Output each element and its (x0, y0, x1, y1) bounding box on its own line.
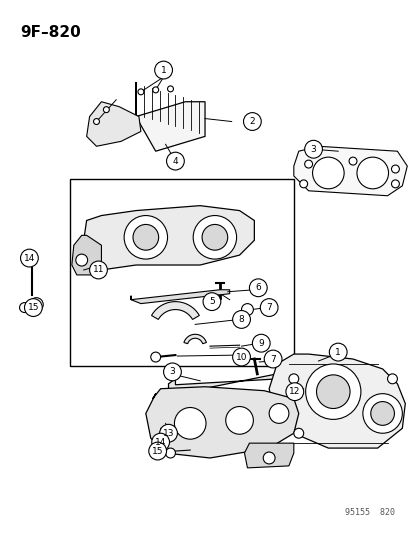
Circle shape (32, 301, 40, 309)
Circle shape (260, 298, 278, 317)
Circle shape (150, 352, 160, 362)
Circle shape (167, 86, 173, 92)
Circle shape (152, 433, 169, 451)
Circle shape (138, 89, 143, 95)
Circle shape (316, 375, 349, 408)
Circle shape (299, 180, 307, 188)
Circle shape (93, 118, 99, 125)
Circle shape (202, 224, 227, 250)
Text: 4: 4 (172, 157, 178, 166)
Circle shape (241, 304, 253, 316)
Circle shape (263, 350, 281, 368)
Circle shape (268, 403, 288, 423)
Text: 8: 8 (238, 315, 244, 324)
Circle shape (293, 429, 303, 438)
Polygon shape (83, 206, 254, 270)
Circle shape (391, 165, 399, 173)
Circle shape (304, 140, 322, 158)
Polygon shape (244, 443, 293, 468)
Text: 6: 6 (255, 283, 261, 292)
Text: 95155  820: 95155 820 (344, 508, 394, 518)
Text: 15: 15 (28, 303, 39, 312)
Text: 14: 14 (154, 438, 166, 447)
Circle shape (252, 334, 270, 352)
Text: 15: 15 (152, 447, 163, 456)
Circle shape (148, 442, 166, 460)
Circle shape (29, 297, 43, 311)
Text: 9F–820: 9F–820 (21, 25, 81, 39)
Polygon shape (145, 387, 298, 458)
Circle shape (24, 298, 42, 317)
Circle shape (304, 160, 312, 168)
Polygon shape (183, 334, 206, 344)
Polygon shape (268, 354, 404, 448)
Text: 2: 2 (249, 117, 254, 126)
Circle shape (288, 374, 298, 384)
Text: 1: 1 (160, 66, 166, 75)
Circle shape (202, 293, 220, 311)
Text: 13: 13 (162, 429, 174, 438)
Circle shape (232, 348, 250, 366)
Circle shape (163, 363, 181, 381)
Circle shape (166, 152, 184, 170)
Polygon shape (135, 82, 204, 151)
Circle shape (348, 157, 356, 165)
Circle shape (154, 61, 172, 79)
Circle shape (305, 364, 360, 419)
Bar (70, 179, 293, 366)
Polygon shape (151, 302, 199, 319)
Polygon shape (293, 146, 406, 196)
Polygon shape (72, 236, 101, 275)
Circle shape (76, 254, 88, 266)
Polygon shape (168, 369, 283, 394)
Circle shape (103, 107, 109, 112)
Text: 1: 1 (335, 348, 340, 357)
Text: 10: 10 (235, 352, 247, 361)
Circle shape (370, 401, 394, 425)
Text: 5: 5 (209, 297, 214, 306)
Circle shape (133, 224, 158, 250)
Text: 11: 11 (93, 265, 104, 274)
Circle shape (391, 180, 399, 188)
Circle shape (174, 408, 206, 439)
Circle shape (328, 343, 346, 361)
Circle shape (243, 112, 261, 131)
Circle shape (263, 452, 274, 464)
Circle shape (193, 215, 236, 259)
Text: 14: 14 (24, 254, 35, 263)
Text: 3: 3 (169, 367, 175, 376)
Circle shape (232, 311, 250, 328)
Text: 3: 3 (310, 145, 316, 154)
Polygon shape (86, 102, 140, 146)
Text: 9: 9 (258, 338, 263, 348)
Circle shape (387, 374, 396, 384)
Circle shape (225, 407, 253, 434)
Text: 12: 12 (288, 387, 300, 396)
Circle shape (152, 87, 158, 93)
Circle shape (159, 424, 177, 442)
Circle shape (356, 157, 387, 189)
Circle shape (285, 383, 303, 401)
Polygon shape (131, 290, 229, 304)
Text: 7: 7 (270, 354, 275, 364)
Circle shape (19, 303, 29, 312)
Circle shape (312, 157, 343, 189)
Circle shape (124, 215, 167, 259)
Circle shape (165, 448, 175, 458)
Text: 7: 7 (266, 303, 271, 312)
Circle shape (89, 261, 107, 279)
Circle shape (249, 279, 266, 297)
Circle shape (362, 394, 401, 433)
Circle shape (21, 249, 38, 267)
